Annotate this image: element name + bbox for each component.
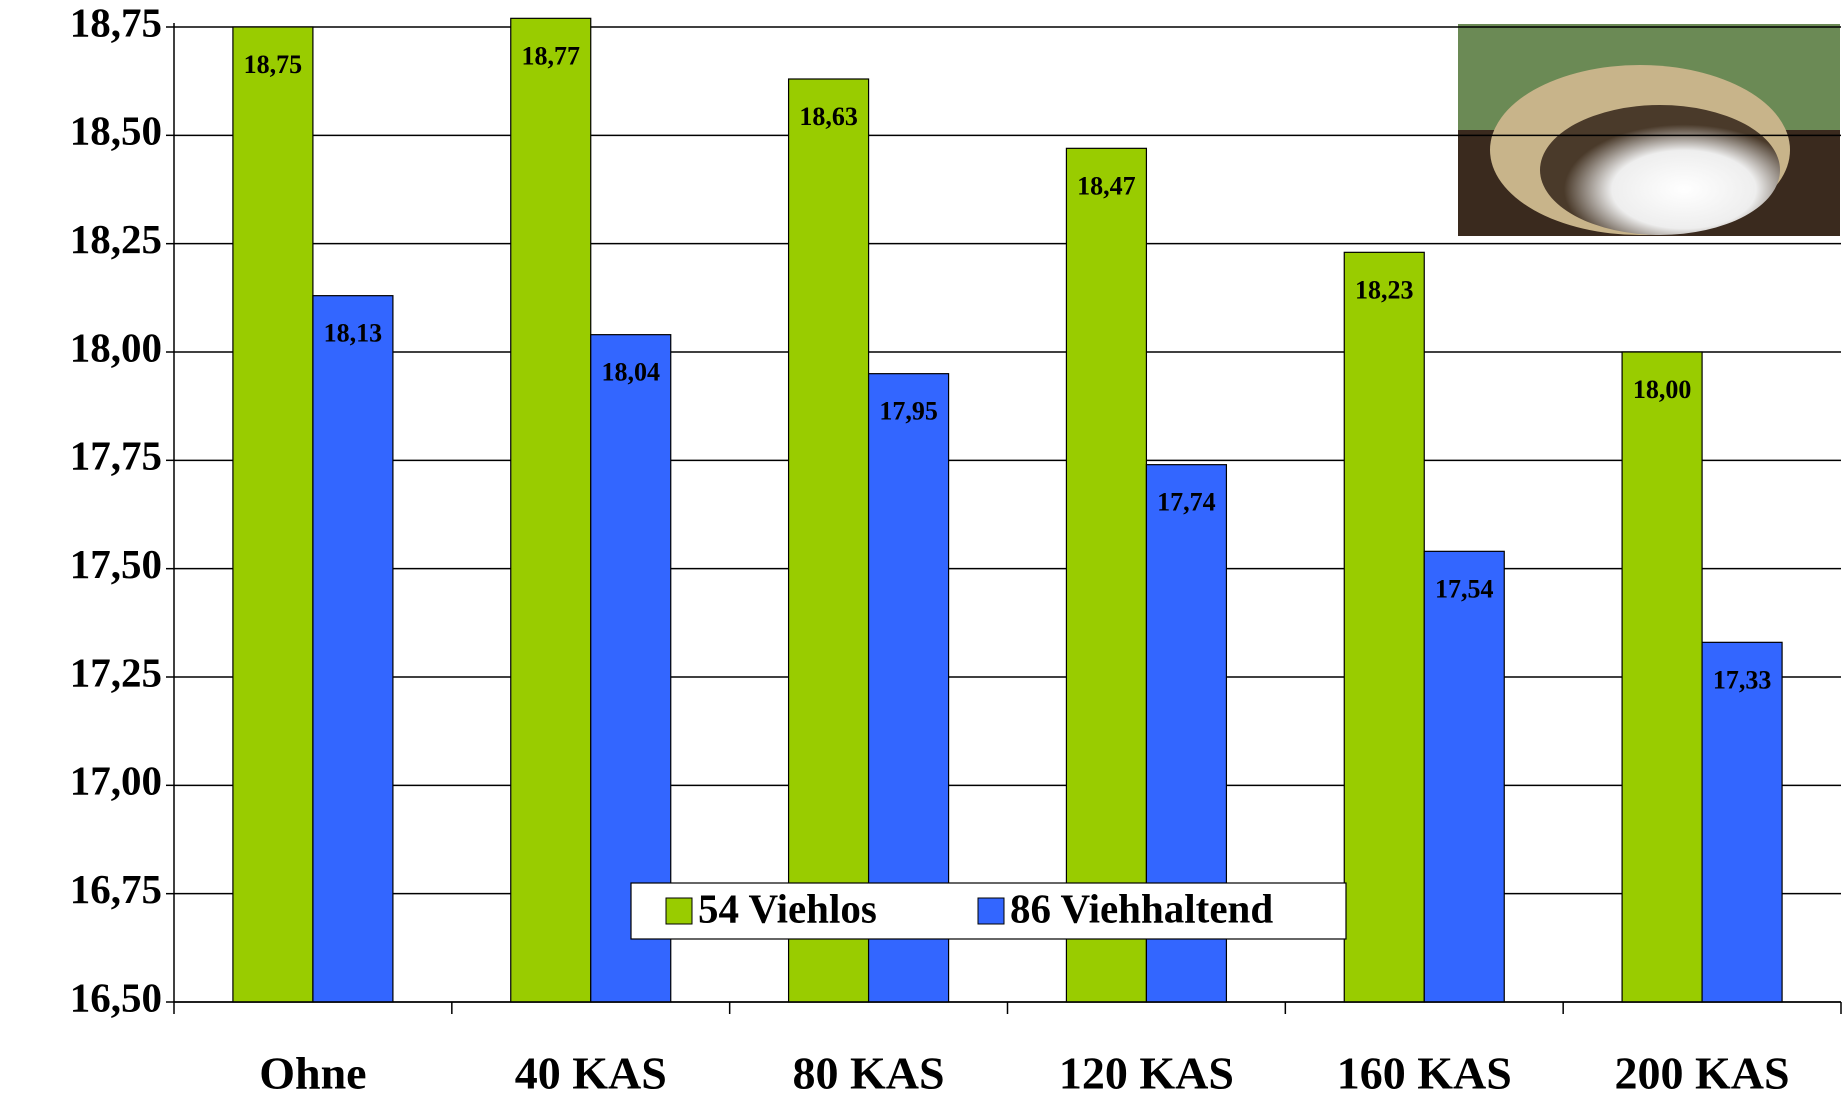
legend-label: 54 Viehlos (698, 885, 877, 931)
photo (1458, 24, 1840, 236)
bar (1343, 251, 1425, 1003)
x-tick-label: 120 KAS (1059, 1048, 1234, 1098)
bar (1621, 351, 1703, 1003)
value-label: 17,33 (1713, 665, 1772, 694)
y-tick-label: 18,50 (70, 108, 162, 154)
y-tick-label: 16,50 (70, 974, 162, 1020)
x-tick-label: 80 KAS (793, 1048, 945, 1098)
value-label: 18,63 (799, 102, 858, 131)
value-label: 18,00 (1633, 375, 1692, 404)
value-label: 18,77 (522, 41, 581, 70)
x-tick-label: Ohne (259, 1048, 366, 1098)
y-tick-label: 17,00 (70, 758, 162, 804)
y-tick-label: 18,25 (70, 216, 162, 262)
x-tick-label: 200 KAS (1615, 1048, 1790, 1098)
value-label: 18,23 (1355, 275, 1414, 304)
legend: 54 Viehlos 86 Viehhaltend (630, 882, 1347, 940)
bar (312, 295, 394, 1003)
x-tick-label: 160 KAS (1337, 1048, 1512, 1098)
legend-swatch (665, 897, 693, 925)
value-label: 17,74 (1157, 488, 1216, 517)
value-label: 18,04 (602, 358, 661, 387)
y-tick-label: 17,50 (70, 541, 162, 587)
value-label: 17,54 (1435, 574, 1494, 603)
bar (232, 26, 314, 1003)
legend-swatch (977, 897, 1005, 925)
bar (1701, 641, 1783, 1003)
y-tick-label: 18,75 (70, 0, 162, 45)
y-tick-label: 17,75 (70, 433, 162, 479)
value-label: 18,75 (244, 50, 303, 79)
legend-label: 86 Viehhaltend (1010, 885, 1273, 931)
value-label: 18,13 (324, 319, 383, 348)
value-label: 18,47 (1077, 171, 1136, 200)
bar (1423, 550, 1505, 1003)
y-tick-label: 17,25 (70, 649, 162, 695)
bar (787, 78, 870, 1003)
bar (1065, 147, 1148, 1003)
value-label: 17,95 (879, 397, 938, 426)
y-tick-label: 16,75 (70, 866, 162, 912)
bar (510, 17, 592, 1003)
y-tick-label: 18,00 (70, 324, 162, 370)
x-tick-label: 40 KAS (515, 1048, 667, 1098)
